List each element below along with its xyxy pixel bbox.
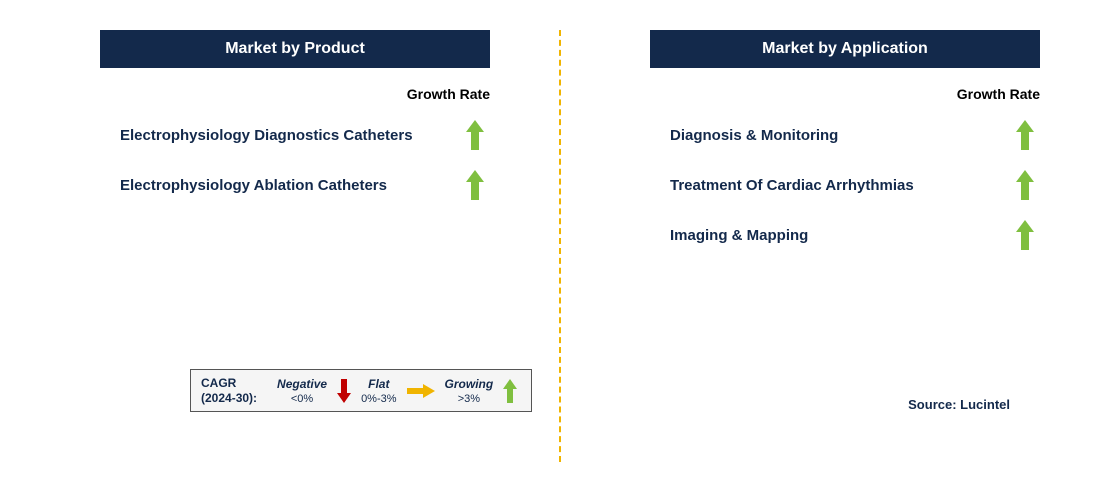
arrow-up-icon [1010, 120, 1040, 150]
legend-cat-range: <0% [291, 393, 313, 405]
list-item: Electrophysiology Diagnostics Catheters [120, 110, 490, 160]
arrow-up-icon [1010, 170, 1040, 200]
row-label: Electrophysiology Ablation Catheters [120, 177, 387, 194]
list-item: Imaging & Mapping [670, 210, 1040, 260]
right-growth-header: Growth Rate [590, 86, 1040, 102]
legend-category: Flat 0%-3% [361, 377, 396, 405]
right-panel: Market by Application Growth Rate Diagno… [560, 30, 1080, 462]
legend-cat-title: Growing [445, 377, 494, 391]
legend-cat-title: Negative [277, 377, 327, 391]
row-label: Imaging & Mapping [670, 227, 808, 244]
legend-box: CAGR (2024-30): Negative <0% Flat 0%-3% … [190, 369, 532, 412]
right-rows: Diagnosis & Monitoring Treatment Of Card… [670, 110, 1040, 260]
left-rows: Electrophysiology Diagnostics Catheters … [120, 110, 490, 210]
arrow-right-icon [407, 384, 435, 398]
arrow-up-icon [460, 120, 490, 150]
list-item: Treatment Of Cardiac Arrhythmias [670, 160, 1040, 210]
list-item: Electrophysiology Ablation Catheters [120, 160, 490, 210]
legend-cat-range: 0%-3% [361, 393, 396, 405]
left-title: Market by Product [100, 30, 490, 68]
left-panel: Market by Product Growth Rate Electrophy… [40, 30, 560, 462]
legend-cagr-line2: (2024-30): [201, 391, 257, 405]
arrow-up-icon [1010, 220, 1040, 250]
legend-category: Negative <0% [277, 377, 327, 405]
legend-cat-title: Flat [368, 377, 389, 391]
legend-cagr-label: CAGR (2024-30): [201, 376, 257, 405]
left-growth-header: Growth Rate [40, 86, 490, 102]
right-title: Market by Application [650, 30, 1040, 68]
row-label: Treatment Of Cardiac Arrhythmias [670, 177, 914, 194]
row-label: Diagnosis & Monitoring [670, 127, 838, 144]
legend-cagr-line1: CAGR [201, 376, 236, 390]
arrow-up-icon [503, 379, 517, 403]
arrow-down-icon [337, 379, 351, 403]
arrow-up-icon [460, 170, 490, 200]
legend-cat-range: >3% [458, 393, 480, 405]
source-label: Source: Lucintel [908, 397, 1010, 412]
legend-category: Growing >3% [445, 377, 494, 405]
list-item: Diagnosis & Monitoring [670, 110, 1040, 160]
row-label: Electrophysiology Diagnostics Catheters [120, 127, 413, 144]
